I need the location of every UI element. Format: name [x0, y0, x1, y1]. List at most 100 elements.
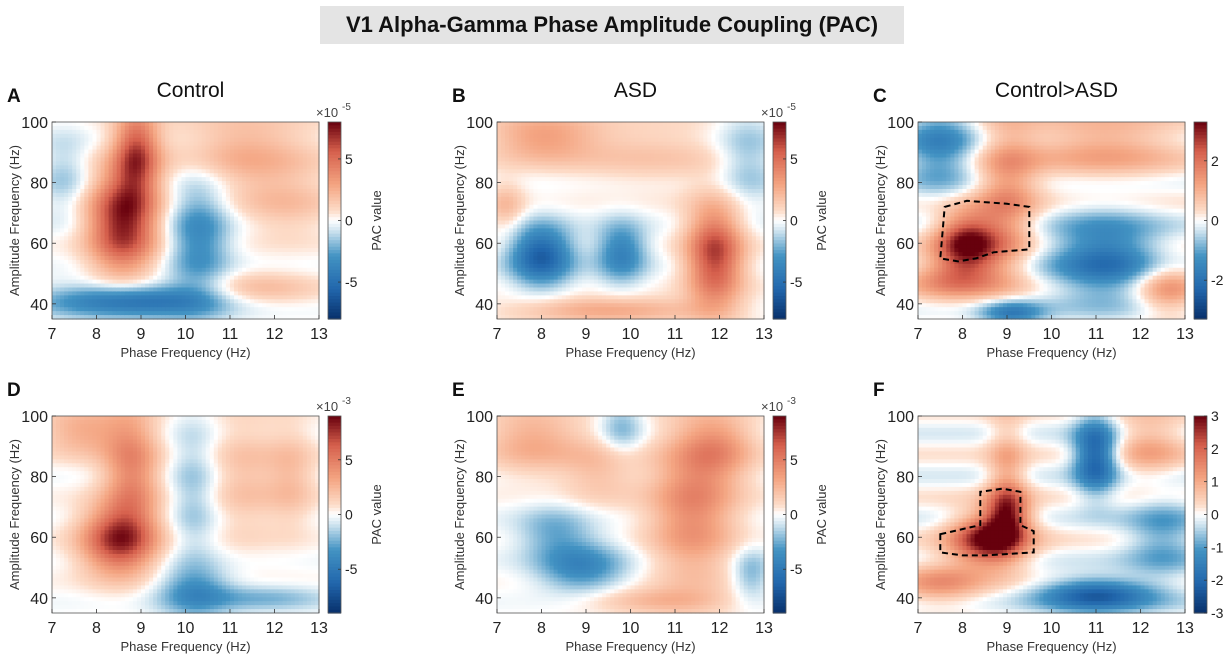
colorbar: -5 0 5 PAC value ×10 -5 [761, 102, 829, 320]
colorbar-tick-label: 5 [345, 151, 353, 167]
y-tick-label: 40 [475, 297, 493, 314]
x-tick-label: 9 [582, 326, 591, 343]
y-tick-label: 40 [896, 591, 914, 608]
x-tick-label: 13 [310, 326, 328, 343]
x-tick-label: 8 [537, 620, 546, 637]
x-tick-label: 12 [711, 620, 729, 637]
y-tick-label: 80 [475, 176, 493, 193]
heatmap-field [52, 416, 320, 614]
y-tick-label: 40 [30, 297, 48, 314]
y-tick-label: 100 [887, 115, 914, 132]
x-tick-label: 11 [667, 326, 684, 343]
x-tick-label: 11 [667, 620, 684, 637]
x-axis-label: Phase Frequency (Hz) [120, 639, 250, 654]
panel-A: 7 8 9 10 11 12 13 40 60 80 100 Phase Frequency (Hz)… [7, 79, 384, 360]
y-axis-label: Amplitude Frequency (Hz) [7, 439, 22, 590]
x-tick-label: 7 [48, 326, 57, 343]
colorbar-tick-label: 0 [790, 507, 798, 523]
heatmap-field [497, 122, 765, 320]
colorbar-tick-label: 2 [1211, 153, 1219, 169]
colorbar-exponent: -3 [342, 396, 351, 407]
x-tick-label: 10 [177, 620, 195, 637]
panel-letter: A [7, 86, 21, 107]
x-tick-label: 10 [622, 326, 640, 343]
column-title: Control>ASD [995, 79, 1118, 102]
x-axis-label: Phase Frequency (Hz) [986, 345, 1116, 360]
colorbar-tick-label: -3 [1211, 605, 1224, 621]
colorbar: -5 0 5 PAC value ×10 -3 [316, 396, 384, 614]
x-tick-label: 12 [1132, 326, 1150, 343]
colorbar-tick-label: -5 [790, 561, 803, 577]
heatmap-field [918, 416, 1186, 614]
colorbar-tick-label: -2 [1211, 272, 1224, 288]
x-tick-label: 9 [137, 620, 146, 637]
y-tick-label: 100 [21, 409, 48, 426]
y-tick-label: 100 [21, 115, 48, 132]
colorbar-tick-label: 3 [1211, 408, 1219, 424]
x-tick-label: 10 [1043, 620, 1061, 637]
panel-letter: F [873, 380, 885, 401]
x-tick-label: 13 [1176, 620, 1194, 637]
x-tick-label: 7 [48, 620, 57, 637]
x-axis-label: Phase Frequency (Hz) [986, 639, 1116, 654]
x-tick-label: 8 [958, 326, 967, 343]
significance-contour [939, 487, 1035, 557]
x-tick-label: 7 [914, 620, 923, 637]
y-tick-label: 40 [30, 591, 48, 608]
x-axis-label: Phase Frequency (Hz) [120, 345, 250, 360]
heatmap-field [918, 122, 1186, 320]
x-tick-label: 12 [266, 620, 284, 637]
x-tick-label: 9 [1003, 326, 1012, 343]
panel-C: 7 8 9 10 11 12 13 40 60 80 100 Phase Frequency (Hz)… [873, 79, 1224, 360]
x-tick-label: 11 [1088, 326, 1105, 343]
y-tick-label: 60 [475, 236, 493, 253]
panel-E: 7 8 9 10 11 12 13 40 60 80 100 Phase Frequency (Hz)… [452, 380, 829, 654]
y-axis-label: Amplitude Frequency (Hz) [452, 439, 467, 590]
colorbar-tick-label: -5 [790, 274, 803, 290]
x-tick-label: 13 [755, 620, 773, 637]
x-tick-label: 8 [958, 620, 967, 637]
x-tick-label: 13 [1176, 326, 1194, 343]
panel-D: 7 8 9 10 11 12 13 40 60 80 100 Phase Frequency (Hz)… [7, 380, 384, 654]
colorbar-tick-label: -5 [345, 274, 358, 290]
x-tick-label: 11 [222, 620, 239, 637]
panel-letter: B [452, 86, 466, 107]
colorbar-tick-label: 1 [1211, 474, 1219, 490]
x-tick-label: 11 [222, 326, 239, 343]
y-tick-label: 60 [896, 530, 914, 547]
y-tick-label: 100 [887, 409, 914, 426]
x-tick-label: 8 [92, 326, 101, 343]
colorbar-tick-label: 5 [790, 151, 798, 167]
y-axis-label: Amplitude Frequency (Hz) [873, 439, 888, 590]
panel-letter: E [452, 380, 465, 401]
colorbar-label: PAC value [369, 484, 384, 544]
colorbar-tick-label: 0 [1211, 507, 1219, 523]
y-tick-label: 60 [475, 530, 493, 547]
x-tick-label: 10 [622, 620, 640, 637]
y-tick-label: 40 [896, 297, 914, 314]
x-tick-label: 10 [1043, 326, 1061, 343]
y-tick-label: 60 [30, 236, 48, 253]
colorbar-label: PAC value [369, 190, 384, 250]
colorbar-tick-label: 5 [345, 452, 353, 468]
x-tick-label: 9 [582, 620, 591, 637]
y-tick-label: 40 [475, 591, 493, 608]
colorbar-exponent: -5 [342, 102, 351, 113]
colorbar-tick-label: 0 [345, 507, 353, 523]
y-axis-label: Amplitude Frequency (Hz) [452, 145, 467, 296]
colorbar-multiplier: ×10 [761, 399, 783, 414]
x-tick-label: 12 [711, 326, 729, 343]
colorbar: -202t-value [1193, 121, 1224, 320]
x-tick-label: 13 [755, 326, 773, 343]
y-tick-label: 80 [30, 176, 48, 193]
panel-letter: C [873, 86, 887, 107]
y-tick-label: 80 [30, 470, 48, 487]
x-tick-label: 10 [177, 326, 195, 343]
figure-title: V1 Alpha-Gamma Phase Amplitude Coupling … [346, 12, 878, 38]
y-tick-label: 80 [896, 470, 914, 487]
y-tick-label: 60 [896, 236, 914, 253]
colorbar: -3-2-10123t-value [1193, 408, 1224, 621]
x-tick-label: 8 [537, 326, 546, 343]
